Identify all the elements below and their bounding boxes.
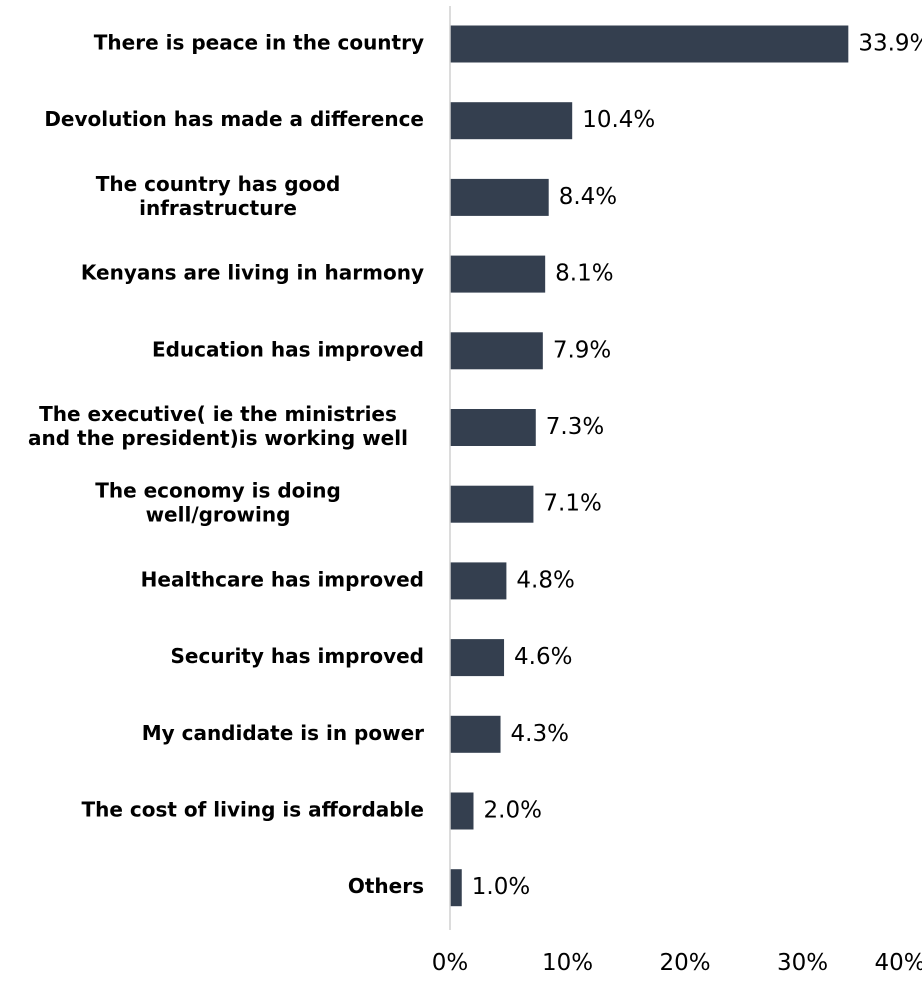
x-tick-label: 20%	[659, 950, 710, 976]
category-label-line: infrastructure	[139, 196, 297, 220]
bar	[450, 792, 474, 830]
bar	[450, 102, 573, 140]
category-label-line: Devolution has made a difference	[44, 107, 424, 131]
value-label: 2.0%	[484, 798, 542, 824]
bar	[450, 639, 505, 677]
category-label-line: Others	[348, 874, 424, 898]
category-label: Education has improved	[152, 337, 424, 361]
value-label: 1.0%	[472, 874, 530, 900]
value-label: 8.4%	[559, 184, 617, 210]
value-label: 4.8%	[516, 567, 574, 593]
category-label: Security has improved	[171, 644, 424, 668]
category-label-line: Education has improved	[152, 337, 424, 361]
value-label: 4.3%	[511, 721, 569, 747]
category-label-line: and the president)is working well	[28, 426, 408, 450]
bar	[450, 869, 462, 907]
bar	[450, 255, 546, 293]
bar	[450, 332, 543, 370]
category-label: The executive( ie the ministries and the …	[28, 402, 408, 450]
value-labels-group: 33.9% 10.4% 8.4% 8.1% 7.9% 7.3% 7.1% 4.8% 4.6% 4.…	[472, 31, 922, 901]
category-labels-group: There is peace in the country Devolution …	[28, 31, 424, 899]
value-label: 7.3%	[546, 414, 604, 440]
value-label: 33.9%	[858, 31, 922, 57]
category-label: Devolution has made a difference	[44, 107, 424, 131]
x-tick-labels-group: 0% 10% 20% 30% 40%	[432, 950, 922, 976]
bar	[450, 562, 507, 600]
category-label-line: The country has good	[96, 172, 341, 196]
x-tick-label: 30%	[777, 950, 828, 976]
category-label-line: Kenyans are living in harmony	[81, 261, 424, 285]
category-label: Others	[348, 874, 424, 898]
x-tick-label: 0%	[432, 950, 469, 976]
value-label: 10.4%	[582, 107, 655, 133]
category-label-line: The cost of living is affordable	[81, 798, 424, 822]
category-label: Healthcare has improved	[141, 567, 424, 591]
category-label-line: well/growing	[146, 503, 291, 527]
bars-group	[450, 25, 849, 907]
bar	[450, 485, 534, 523]
value-label: 7.1%	[543, 491, 601, 517]
value-label: 8.1%	[555, 261, 613, 287]
value-label: 4.6%	[514, 644, 572, 670]
bar	[450, 715, 501, 753]
category-label: The cost of living is affordable	[81, 798, 424, 822]
bar	[450, 409, 536, 446]
category-label-line: There is peace in the country	[94, 31, 424, 55]
category-label: The economy is doing well/growing	[95, 479, 341, 527]
category-label: Kenyans are living in harmony	[81, 261, 424, 285]
x-tick-label: 10%	[542, 950, 593, 976]
x-tick-label: 40%	[874, 950, 922, 976]
category-label-line: Healthcare has improved	[141, 567, 424, 591]
category-label-line: My candidate is in power	[142, 721, 424, 745]
bar	[450, 25, 849, 63]
value-label: 7.9%	[553, 337, 611, 363]
category-label-line: The economy is doing	[95, 479, 341, 503]
category-label-line: The executive( ie the ministries	[39, 402, 397, 426]
category-label-line: Security has improved	[171, 644, 424, 668]
category-label: My candidate is in power	[142, 721, 424, 745]
category-label: There is peace in the country	[94, 31, 424, 55]
bar	[450, 178, 549, 216]
category-label: The country has good infrastructure	[96, 172, 341, 220]
